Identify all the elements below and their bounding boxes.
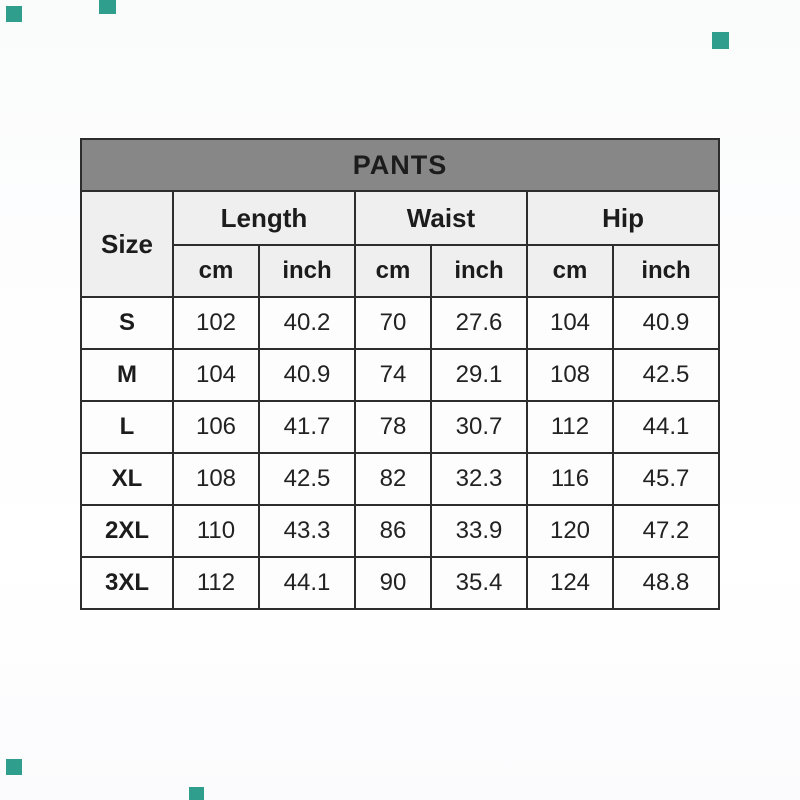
value-cell: 120 [526,504,614,558]
table-row-3xl: 3XL 112 44.1 90 35.4 124 48.8 [80,556,721,610]
value-cell: 35.4 [430,556,528,610]
value-cell: 43.3 [258,504,356,558]
value-cell: 104 [526,296,614,350]
teal-square-marker [189,787,204,800]
unit-header-row: cm inch cm inch cm inch [81,244,721,298]
value-cell: 110 [172,504,260,558]
col-header-waist: Waist [354,190,528,246]
col-header-length: Length [172,190,356,246]
value-cell: 112 [526,400,614,454]
value-cell: 44.1 [258,556,356,610]
table-row-l: L 106 41.7 78 30.7 112 44.1 [80,400,721,454]
value-cell: 29.1 [430,348,528,402]
value-cell: 27.6 [430,296,528,350]
value-cell: 86 [354,504,432,558]
value-cell: 74 [354,348,432,402]
value-cell: 104 [172,348,260,402]
value-cell: 40.9 [258,348,356,402]
size-label: M [80,348,174,402]
title-row: PANTS [79,138,721,192]
value-cell: 90 [354,556,432,610]
unit-header-waist-inch: inch [430,244,528,298]
size-label: 2XL [80,504,174,558]
value-cell: 108 [172,452,260,506]
value-cell: 32.3 [430,452,528,506]
value-cell: 112 [172,556,260,610]
unit-header-length-inch: inch [258,244,356,298]
value-cell: 30.7 [430,400,528,454]
size-label: L [80,400,174,454]
teal-square-marker [6,6,22,22]
col-header-hip: Hip [525,190,721,246]
teal-square-marker [6,759,22,775]
value-cell: 41.7 [258,400,356,454]
value-cell: 40.2 [258,296,356,350]
value-cell: 82 [354,452,432,506]
value-cell: 78 [354,400,432,454]
value-cell: 116 [526,452,614,506]
unit-header-hip-cm: cm [526,244,614,298]
value-cell: 44.1 [611,400,721,454]
value-cell: 108 [526,348,614,402]
table-title: PANTS [79,138,721,192]
table-row-2xl: 2XL 110 43.3 86 33.9 120 47.2 [80,504,721,558]
teal-square-marker [712,32,729,49]
value-cell: 40.9 [611,296,721,350]
group-header-row: Size Length Waist Hip [80,190,721,298]
size-chart-body: S 102 40.2 70 27.6 104 40.9 M 104 40.9 74 29.1 108 42… [80,296,721,610]
value-cell: 42.5 [611,348,721,402]
table-row-m: M 104 40.9 74 29.1 108 42.5 [80,348,721,402]
size-label: S [80,296,174,350]
col-header-size: Size [80,190,174,298]
size-label: XL [80,452,174,506]
unit-header-waist-cm: cm [354,244,432,298]
table-row-s: S 102 40.2 70 27.6 104 40.9 [80,296,721,350]
value-cell: 70 [354,296,432,350]
table-row-xl: XL 108 42.5 82 32.3 116 45.7 [80,452,721,506]
value-cell: 106 [172,400,260,454]
value-cell: 124 [526,556,614,610]
value-cell: 102 [172,296,260,350]
size-label: 3XL [80,556,174,610]
value-cell: 33.9 [430,504,528,558]
pants-size-chart: PANTS Size Length Waist Hip cm inch cm i… [79,138,721,610]
teal-square-marker [99,0,116,14]
value-cell: 48.8 [611,556,721,610]
value-cell: 42.5 [258,452,356,506]
unit-header-length-cm: cm [172,244,260,298]
value-cell: 45.7 [611,452,721,506]
value-cell: 47.2 [611,504,721,558]
unit-header-hip-inch: inch [611,244,721,298]
